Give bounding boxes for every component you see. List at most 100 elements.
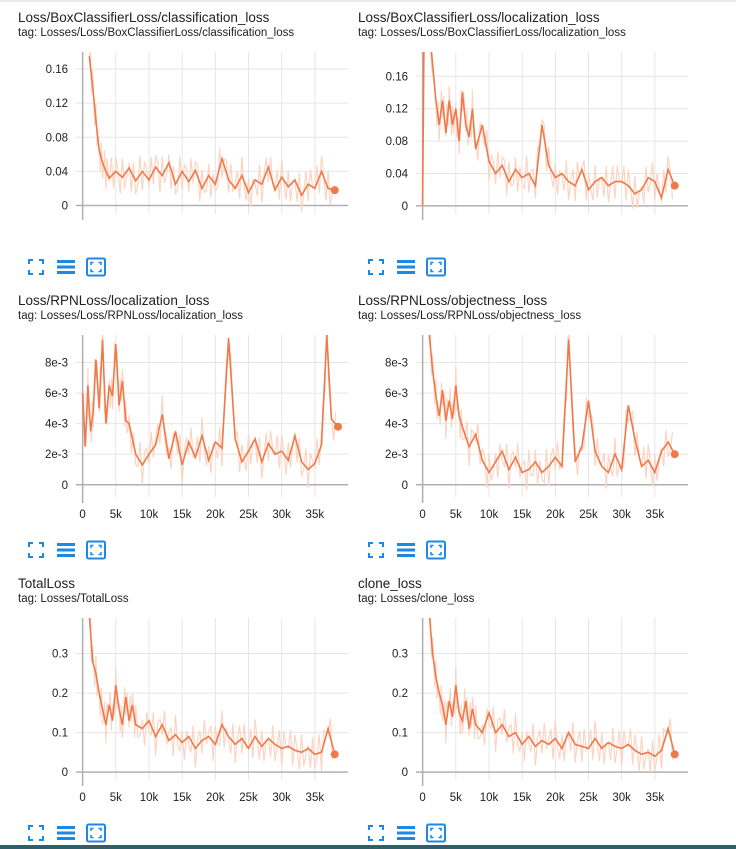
- y-tick-label: 0.2: [52, 688, 68, 700]
- fit-domain-icon[interactable]: [26, 823, 46, 843]
- fit-domain-icon[interactable]: [366, 540, 386, 560]
- x-tick-label: 25k: [579, 792, 598, 804]
- top-divider: [0, 0, 736, 2]
- x-tick-label: 20k: [546, 792, 565, 804]
- x-tick-label: 5k: [110, 792, 122, 804]
- fit-domain-icon[interactable]: [26, 540, 46, 560]
- chart-title: Loss/RPNLoss/objectness_loss: [358, 293, 548, 308]
- x-tick-label: 25k: [579, 509, 598, 521]
- x-tick-label: 15k: [513, 509, 532, 521]
- raw-series-line: [89, 618, 334, 771]
- chart-plot[interactable]: 0 0.04 0.08 0.12 0.16: [358, 48, 698, 244]
- y-tick-label: 4e-3: [385, 419, 408, 431]
- x-tick-label: 20k: [206, 509, 225, 521]
- y-tick-label: 0.04: [46, 166, 69, 178]
- x-tick-label: 30k: [612, 509, 631, 521]
- chart-tag: tag: Losses/TotalLoss: [18, 593, 129, 605]
- chart-title: Loss/BoxClassifierLoss/localization_loss: [358, 10, 600, 25]
- toggle-log-scale-icon[interactable]: [396, 823, 416, 843]
- y-tick-label: 0.16: [46, 64, 68, 76]
- chart-card: Loss/BoxClassifierLoss/classification_lo…: [18, 0, 358, 282]
- chart-tag: tag: Losses/clone_loss: [358, 593, 475, 605]
- series-endpoint: [334, 422, 343, 431]
- x-tick-label: 30k: [612, 792, 631, 804]
- x-tick-label: 30k: [272, 509, 291, 521]
- y-tick-label: 0.3: [392, 649, 408, 661]
- y-tick-label: 0.08: [46, 132, 68, 144]
- expand-chart-icon[interactable]: [426, 823, 446, 843]
- x-tick-label: 10k: [140, 792, 159, 804]
- bottom-bar: [0, 845, 736, 849]
- expand-chart-icon[interactable]: [426, 540, 446, 560]
- fit-domain-icon[interactable]: [366, 823, 386, 843]
- toggle-log-scale-icon[interactable]: [56, 257, 76, 277]
- x-tick-label: 15k: [173, 792, 192, 804]
- y-tick-label: 8e-3: [385, 358, 408, 370]
- chart-title: clone_loss: [358, 576, 422, 591]
- chart-plot[interactable]: 0 0.1 0.2 0.3 0 5k 10k 15k 20k 25k 30k 35k: [18, 614, 358, 810]
- y-tick-label: 4e-3: [45, 419, 68, 431]
- toggle-log-scale-icon[interactable]: [396, 257, 416, 277]
- y-tick-label: 6e-3: [45, 388, 68, 400]
- series-line: [88, 618, 336, 756]
- series-line: [428, 618, 676, 758]
- x-tick-label: 0: [79, 509, 85, 521]
- expand-chart-icon[interactable]: [86, 540, 106, 560]
- series-line: [421, 52, 676, 206]
- y-tick-label: 0: [62, 200, 68, 212]
- chart-tag: tag: Losses/Loss/RPNLoss/localization_lo…: [18, 310, 244, 322]
- chart-plot[interactable]: 0 0.04 0.08 0.12 0.16: [18, 48, 358, 244]
- x-tick-label: 20k: [546, 509, 565, 521]
- x-tick-label: 0: [419, 792, 425, 804]
- chart-plot[interactable]: 0 2e-3 4e-3 6e-3 8e-3 0 5k 10k 15k 20k 25k 30k 35k: [18, 331, 358, 527]
- x-tick-label: 10k: [480, 792, 499, 804]
- x-tick-label: 15k: [513, 792, 532, 804]
- chart-card: clone_loss tag: Losses/clone_loss 0 0.1 0.…: [358, 566, 698, 848]
- y-tick-label: 0: [62, 767, 68, 779]
- x-tick-label: 15k: [173, 509, 192, 521]
- y-tick-label: 0: [402, 201, 408, 213]
- toggle-log-scale-icon[interactable]: [396, 540, 416, 560]
- x-tick-label: 5k: [110, 509, 122, 521]
- fit-domain-icon[interactable]: [366, 257, 386, 277]
- chart-title: Loss/BoxClassifierLoss/classification_lo…: [18, 10, 270, 25]
- x-tick-label: 35k: [646, 792, 665, 804]
- x-tick-label: 20k: [206, 792, 225, 804]
- series-line: [88, 56, 335, 197]
- series-endpoint: [670, 181, 679, 190]
- x-tick-label: 0: [79, 792, 85, 804]
- fit-domain-icon[interactable]: [26, 257, 46, 277]
- x-tick-label: 5k: [450, 509, 462, 521]
- expand-chart-icon[interactable]: [86, 823, 106, 843]
- y-tick-label: 0.3: [52, 649, 68, 661]
- series-line: [81, 335, 339, 471]
- y-tick-label: 0.12: [46, 98, 68, 110]
- raw-series-line: [82, 335, 337, 489]
- chart-card: TotalLoss tag: Losses/TotalLoss 0 0.1 0.2 0…: [18, 566, 358, 848]
- toggle-log-scale-icon[interactable]: [56, 540, 76, 560]
- chart-tag: tag: Losses/Loss/BoxClassifierLoss/local…: [358, 27, 626, 39]
- y-tick-label: 2e-3: [45, 449, 68, 461]
- x-tick-label: 35k: [306, 509, 325, 521]
- chart-card: Loss/BoxClassifierLoss/localization_loss…: [358, 0, 698, 282]
- x-tick-label: 30k: [272, 792, 291, 804]
- series-endpoint: [330, 186, 339, 195]
- series-endpoint: [330, 750, 339, 759]
- y-tick-label: 0.16: [386, 71, 408, 83]
- y-tick-label: 8e-3: [45, 358, 68, 370]
- y-tick-label: 2e-3: [385, 449, 408, 461]
- chart-plot[interactable]: 0 0.1 0.2 0.3 0 5k 10k 15k 20k 25k 30k 35k: [358, 614, 698, 810]
- toggle-log-scale-icon[interactable]: [56, 823, 76, 843]
- y-tick-label: 0: [62, 480, 68, 492]
- chart-tag: tag: Losses/Loss/BoxClassifierLoss/class…: [18, 27, 295, 39]
- y-tick-label: 0.1: [52, 728, 68, 740]
- series-endpoint: [670, 450, 679, 459]
- expand-chart-icon[interactable]: [86, 257, 106, 277]
- chart-tag: tag: Losses/Loss/RPNLoss/objectness_loss: [358, 310, 582, 322]
- chart-plot[interactable]: 0 2e-3 4e-3 6e-3 8e-3 0 5k 10k 15k 20k 25k 30k 35k: [358, 331, 698, 527]
- x-tick-label: 10k: [140, 509, 159, 521]
- raw-series-line: [88, 52, 334, 212]
- raw-series-line: [429, 618, 674, 772]
- expand-chart-icon[interactable]: [426, 257, 446, 277]
- x-tick-label: 35k: [306, 792, 325, 804]
